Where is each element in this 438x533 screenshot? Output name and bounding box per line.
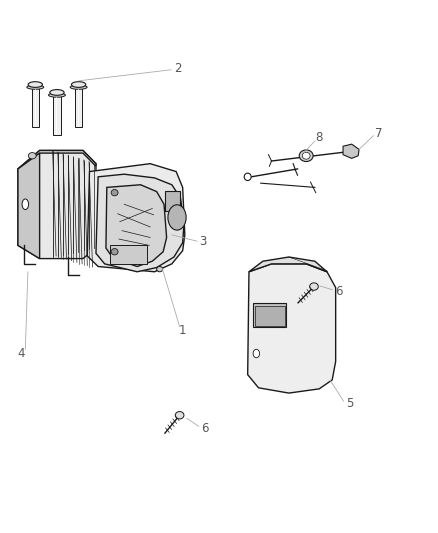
Ellipse shape: [71, 82, 85, 87]
Text: 8: 8: [315, 131, 322, 144]
Polygon shape: [247, 264, 335, 393]
Ellipse shape: [28, 152, 36, 159]
Text: 3: 3: [199, 235, 206, 248]
Text: 6: 6: [334, 285, 342, 298]
Ellipse shape: [49, 90, 64, 95]
FancyBboxPatch shape: [53, 95, 60, 135]
FancyBboxPatch shape: [254, 305, 284, 326]
Polygon shape: [248, 257, 326, 272]
Polygon shape: [342, 144, 358, 158]
Text: 2: 2: [174, 62, 182, 75]
Ellipse shape: [111, 248, 118, 255]
Polygon shape: [106, 185, 166, 266]
Ellipse shape: [111, 190, 118, 196]
Polygon shape: [18, 150, 96, 259]
Text: 7: 7: [374, 127, 382, 140]
Ellipse shape: [28, 82, 42, 87]
Ellipse shape: [299, 150, 312, 161]
Text: 6: 6: [201, 423, 208, 435]
Ellipse shape: [70, 85, 87, 90]
Ellipse shape: [27, 85, 44, 90]
FancyBboxPatch shape: [253, 303, 285, 327]
Polygon shape: [18, 150, 96, 171]
Ellipse shape: [48, 93, 65, 97]
Ellipse shape: [309, 283, 318, 290]
Polygon shape: [87, 164, 184, 272]
Ellipse shape: [253, 349, 259, 358]
FancyBboxPatch shape: [110, 245, 147, 264]
Ellipse shape: [175, 411, 184, 419]
Text: 5: 5: [345, 397, 353, 410]
Ellipse shape: [156, 266, 162, 272]
Ellipse shape: [22, 199, 28, 209]
Text: 1: 1: [179, 325, 186, 337]
FancyBboxPatch shape: [75, 88, 82, 127]
Ellipse shape: [168, 205, 186, 230]
Polygon shape: [18, 153, 39, 259]
FancyBboxPatch shape: [32, 88, 39, 127]
Text: 4: 4: [17, 347, 25, 360]
Ellipse shape: [302, 152, 309, 159]
FancyBboxPatch shape: [165, 191, 180, 211]
Ellipse shape: [244, 173, 251, 181]
Polygon shape: [96, 174, 184, 272]
